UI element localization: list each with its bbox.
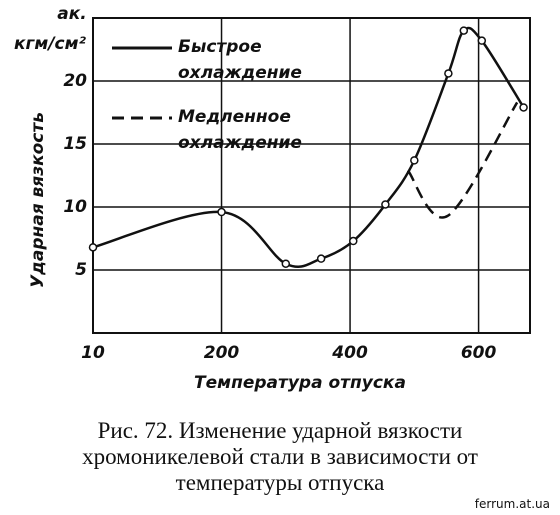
marker	[519, 103, 528, 112]
marker	[477, 36, 487, 45]
legend-entry: Быстрое охлаждение	[178, 37, 302, 83]
caption: Рис. 72. Изменение ударной вязкости хром…	[0, 418, 560, 496]
y-axis-label: Ударная вязкость	[28, 112, 48, 288]
y-tick-label: 5	[75, 260, 87, 280]
line	[406, 101, 519, 219]
marker	[316, 254, 326, 263]
x-tick-label: 400	[331, 343, 368, 363]
marker	[381, 200, 390, 209]
y-tick-label: 15	[63, 134, 87, 154]
marker	[444, 69, 453, 78]
caption-line: Рис. 72. Изменение ударной вязкости	[97, 418, 463, 443]
chart: aк. кгм/см² Ударная вязкость Температура…	[14, 4, 531, 393]
legend-entry: Медленное охлаждение	[178, 107, 302, 153]
marker	[217, 207, 226, 217]
x-tick-label: 600	[461, 343, 497, 363]
y-unit: aк.	[57, 4, 86, 24]
marker	[349, 236, 358, 246]
marker	[410, 156, 419, 165]
x-axis-label: Температура отпуска	[194, 373, 406, 393]
y-unit: кгм/см²	[14, 34, 86, 54]
caption-line: хромоникелевой стали в зависимости от	[82, 444, 478, 469]
x-tick-label: 200	[204, 343, 240, 363]
marker	[88, 243, 98, 252]
y-tick-label: 20	[63, 71, 87, 91]
watermark: ferrum.at.ua	[474, 497, 550, 511]
marker	[281, 259, 291, 268]
marker	[459, 26, 469, 35]
x-tick-label: 10	[81, 343, 105, 363]
y-tick-label: 10	[63, 197, 87, 217]
caption-line: температуры отпуска	[175, 470, 385, 495]
